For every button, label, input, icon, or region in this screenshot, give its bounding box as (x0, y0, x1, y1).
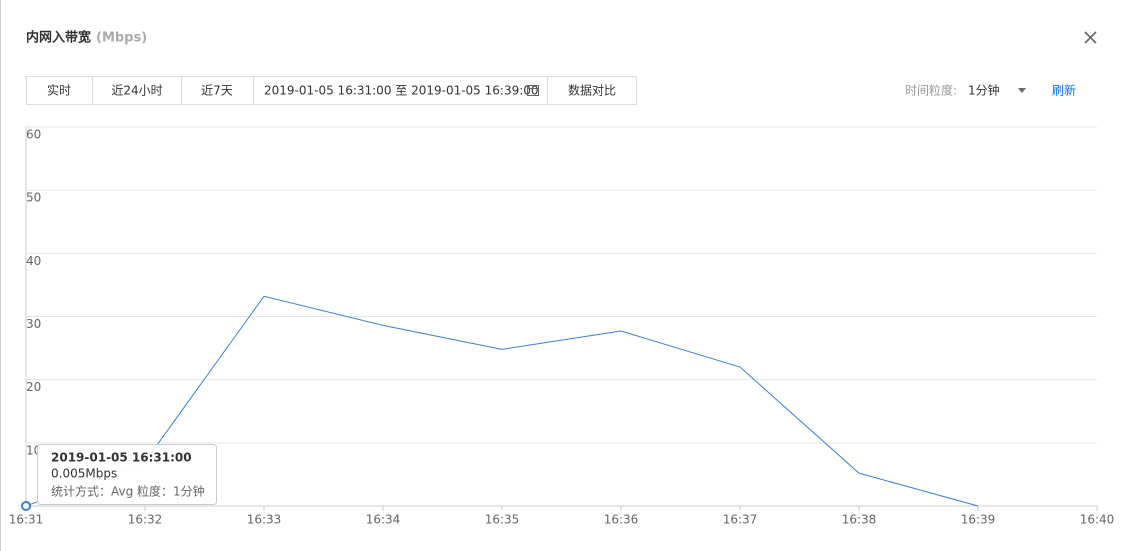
date-input[interactable] (253, 76, 548, 105)
y-tick-label: 30 (26, 317, 41, 331)
x-tick-label: 16:34 (366, 513, 401, 527)
series-line (25, 295, 979, 507)
x-tick-label: 16:39 (961, 513, 996, 527)
granularity-label: 时间粒度: (905, 83, 957, 98)
button-label: 近7天 (201, 84, 233, 98)
tooltip-note: 统计方式：Avg 粒度：1分钟 (51, 484, 205, 499)
button[interactable] (92, 76, 182, 105)
date-range: 2019-01-05 16:31:00 至 2019-01-05 16:39:0… (264, 84, 539, 98)
y-tick-label: 40 (26, 254, 41, 268)
close-button[interactable] (1084, 31, 1097, 44)
button[interactable] (26, 76, 93, 105)
x-tick-label: 16:33 (247, 513, 282, 527)
refresh-link[interactable]: 刷新 (1052, 83, 1076, 98)
tooltip: 2019-01-05 16:31:00 0.005Mbps 统计方式：Avg 粒度：… (37, 444, 217, 505)
dialog-unit: (Mbps) (96, 31, 147, 46)
compare-label: 数据对比 (568, 83, 616, 98)
y-tick-label: 20 (26, 380, 41, 394)
x-tick-label: 16:40 (1080, 513, 1115, 527)
x-tick-label: 16:36 (604, 513, 639, 527)
button-label: 实时 (47, 83, 71, 98)
y-tick-label: 60 (26, 128, 41, 142)
tooltip-box (37, 444, 217, 505)
calendar-icon[interactable] (527, 85, 539, 96)
tooltip-value: 0.005Mbps (51, 467, 117, 481)
x-tick-label: 16:32 (128, 513, 163, 527)
x-tick-label: 16:31 (9, 513, 44, 527)
tooltip-title: 2019-01-05 16:31:00 (51, 451, 192, 465)
x-tick-label: 16:38 (842, 513, 877, 527)
button-label: 近24小时 (111, 84, 162, 98)
dialog-title: 内网入带宽 (26, 30, 91, 46)
compare-button[interactable] (547, 76, 637, 105)
dropdown-arrow[interactable] (1018, 88, 1026, 93)
x-tick-label: 16:37 (723, 513, 758, 527)
y-tick-label: 50 (26, 191, 41, 205)
hover-point (21, 500, 31, 511)
x-tick-label: 16:35 (485, 513, 520, 527)
granularity-select[interactable]: 1分钟 (968, 83, 1000, 98)
button[interactable] (181, 76, 254, 105)
